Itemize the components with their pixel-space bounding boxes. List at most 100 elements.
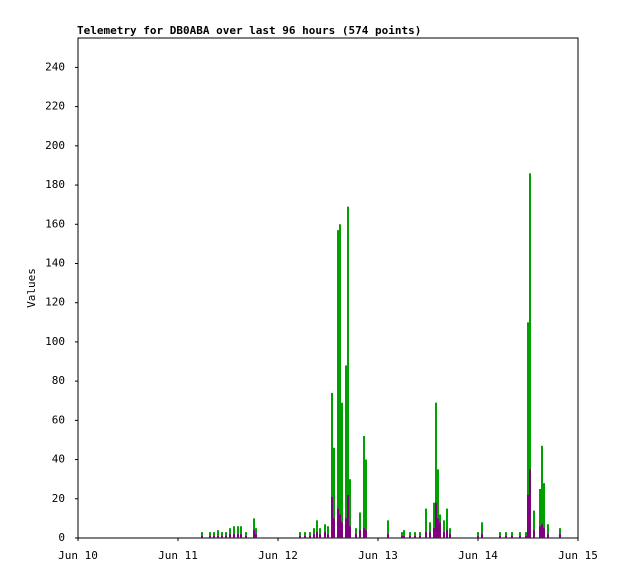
bar [547,524,549,538]
bar [319,534,321,538]
bar [543,528,545,538]
bar [225,532,227,538]
bar [403,536,405,538]
bar [533,530,535,538]
bar [401,536,403,538]
bar [443,532,445,538]
bar [419,532,421,538]
bar [233,534,235,538]
bar [527,322,529,538]
bar [541,524,543,538]
bar [240,526,242,538]
bar [327,526,329,538]
bar [446,530,448,538]
bar [201,532,203,538]
bar [324,524,326,538]
bar [304,532,306,538]
bar [359,530,361,538]
bar [437,518,439,538]
bar [229,534,231,538]
plot-frame [77,37,579,539]
bar [229,528,231,538]
bar [419,536,421,538]
bar [213,532,215,538]
bar [401,532,403,538]
bar [414,536,416,538]
bar [511,532,513,538]
x-tick-label: Jun 15 [558,549,598,562]
bar [446,508,448,538]
bar [365,459,367,538]
bar [363,436,365,538]
y-axis-label: Values [25,268,38,308]
bar [359,512,361,538]
bar [349,526,351,538]
bar [414,532,416,538]
bar [316,532,318,538]
bar [345,365,347,538]
bar [429,522,431,538]
bar [233,526,235,538]
bar [339,224,341,538]
y-tick-label: 40 [52,453,65,466]
bar [345,518,347,538]
bar [221,536,223,538]
y-tick-label: 0 [58,531,65,544]
y-tick-label: 60 [52,413,65,426]
bar [331,392,333,538]
bar [217,530,219,538]
bar [429,532,431,538]
y-tick-label: 200 [45,139,65,152]
bar [519,536,521,538]
bar [237,526,239,538]
bar [201,536,203,538]
bar [341,402,343,538]
bar [316,520,318,538]
bar [529,469,531,538]
bar [363,528,365,538]
bar [437,469,439,538]
bar [433,528,435,538]
y-tick-label: 80 [52,374,65,387]
bar [477,532,479,538]
x-tick-label: Jun 14 [458,549,498,562]
bar [299,536,301,538]
bar [481,522,483,538]
bar [355,534,357,538]
bar [355,528,357,538]
bar [365,530,367,538]
bar [253,518,255,538]
y-tick-label: 100 [45,335,65,348]
bar [499,536,501,538]
bar [559,534,561,538]
bar [519,532,521,538]
x-tick-label: Jun 13 [358,549,398,562]
bar [439,522,441,538]
x-tick-label: Jun 11 [158,549,198,562]
bar [333,447,335,538]
bar [409,532,411,538]
bar [255,534,257,538]
bar [525,536,527,538]
bar [533,510,535,538]
bar [309,536,311,538]
y-tick-label: 220 [45,100,65,113]
y-tick-label: 120 [45,296,65,309]
bar [253,530,255,538]
bar [525,532,527,538]
bar [339,514,341,538]
bar [511,536,513,538]
bar [327,534,329,538]
bar [313,528,315,538]
bar [209,536,211,538]
bar [337,508,339,538]
bar [425,532,427,538]
y-tick-label: 180 [45,178,65,191]
bar [481,534,483,538]
bar [529,173,531,538]
bar [403,530,405,538]
bar [245,532,247,538]
bar [387,534,389,538]
bar [313,534,315,538]
